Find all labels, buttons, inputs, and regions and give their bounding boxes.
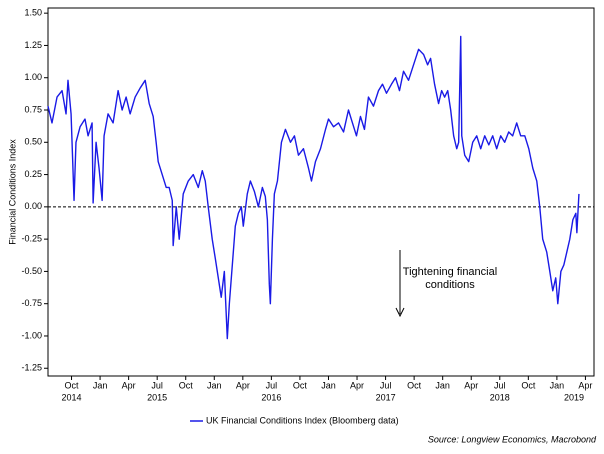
x-tick-label: Oct bbox=[179, 380, 194, 390]
x-tick-label: Jan bbox=[321, 380, 336, 390]
y-tick-label: 0.25 bbox=[24, 169, 42, 179]
x-tick-label: Jan bbox=[207, 380, 222, 390]
x-tick-label: Apr bbox=[122, 380, 136, 390]
y-tick-label: -1.25 bbox=[21, 363, 42, 373]
y-tick-label: 0.75 bbox=[24, 104, 42, 114]
x-tick-label: Jul bbox=[151, 380, 163, 390]
y-axis-label: Financial Conditions Index bbox=[7, 139, 17, 245]
annotation: Tightening financial bbox=[403, 266, 497, 278]
y-tick-label: -1.00 bbox=[21, 330, 42, 340]
annotation-arrowhead bbox=[395, 307, 405, 318]
x-year-label: 2016 bbox=[261, 392, 281, 402]
x-tick-label: Apr bbox=[578, 380, 592, 390]
x-year-label: 2018 bbox=[490, 392, 510, 402]
x-tick-label: Apr bbox=[236, 380, 250, 390]
x-tick-label: Oct bbox=[65, 380, 80, 390]
legend-label: UK Financial Conditions Index (Bloomberg… bbox=[206, 415, 399, 425]
source-note: Source: Longview Economics, Macrobond bbox=[428, 434, 597, 444]
y-tick-label: -0.50 bbox=[21, 266, 42, 276]
x-tick-label: Jul bbox=[380, 380, 392, 390]
x-tick-label: Jan bbox=[435, 380, 450, 390]
y-tick-label: 1.00 bbox=[24, 72, 42, 82]
y-tick-label: 1.25 bbox=[24, 40, 42, 50]
y-tick-label: 0.50 bbox=[24, 137, 42, 147]
x-tick-label: Apr bbox=[350, 380, 364, 390]
y-tick-label: -0.25 bbox=[21, 234, 42, 244]
plot-frame bbox=[47, 7, 595, 377]
x-year-label: 2014 bbox=[62, 392, 82, 402]
x-year-label: 2015 bbox=[147, 392, 167, 402]
y-tick-label: 1.50 bbox=[24, 8, 42, 18]
x-tick-label: Oct bbox=[521, 380, 536, 390]
y-tick-label: -0.75 bbox=[21, 298, 42, 308]
x-tick-label: Jul bbox=[266, 380, 278, 390]
x-tick-label: Jan bbox=[93, 380, 108, 390]
x-tick-label: Oct bbox=[407, 380, 422, 390]
y-tick-label: 0.00 bbox=[24, 201, 42, 211]
annotation: conditions bbox=[425, 279, 475, 291]
x-tick-label: Apr bbox=[464, 380, 478, 390]
data-line bbox=[47, 35, 580, 340]
x-year-label: 2019 bbox=[564, 392, 584, 402]
x-tick-label: Jul bbox=[494, 380, 506, 390]
x-tick-label: Jan bbox=[550, 380, 565, 390]
x-tick-label: Oct bbox=[293, 380, 308, 390]
x-year-label: 2017 bbox=[376, 392, 396, 402]
